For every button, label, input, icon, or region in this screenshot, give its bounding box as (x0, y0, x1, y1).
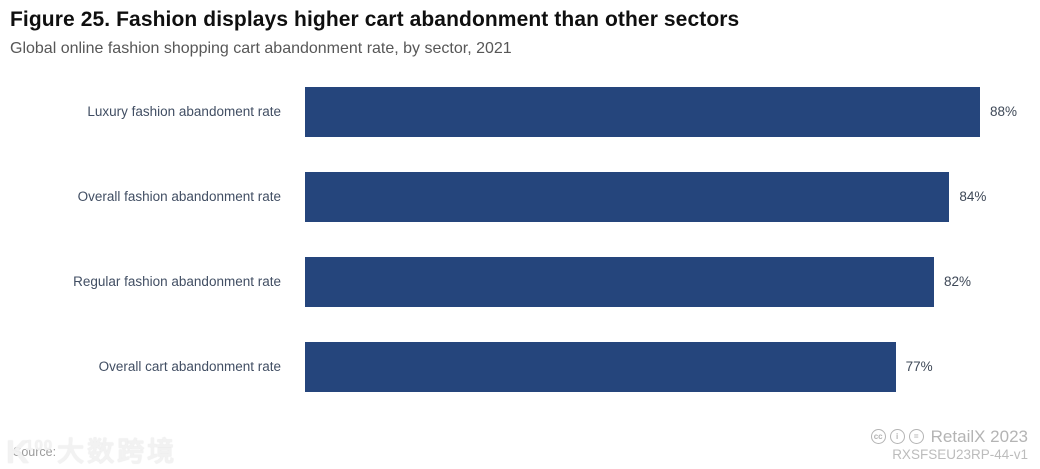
license-line: cc i = RetailX 2023 (870, 427, 1028, 446)
source-label: Source: (13, 445, 57, 459)
chart-header: Figure 25. Fashion displays higher cart … (10, 5, 1030, 60)
bar-row: Luxury fashion abandoment rate 88% (0, 69, 1040, 154)
chart-title: Figure 25. Fashion displays higher cart … (10, 8, 740, 31)
cc-icon: cc (870, 429, 886, 444)
cc-by-icon: i (889, 429, 905, 444)
category-label: Overall fashion abandonment rate (77, 189, 281, 204)
category-label: Regular fashion abandonment rate (73, 274, 281, 289)
value-label: 82% (943, 274, 971, 289)
bar (305, 171, 950, 222)
bar (305, 86, 980, 137)
attribution-text: RetailX 2023 (930, 427, 1028, 446)
bar-chart: Luxury fashion abandoment rate 88% Overa… (0, 69, 1040, 409)
value-label: 88% (990, 104, 1018, 119)
watermark-cn-text: 大数跨境 (57, 437, 178, 467)
bar (305, 341, 896, 392)
bar-track: 88% (305, 86, 1017, 137)
chart-subtitle: Global online fashion shopping cart aban… (10, 40, 512, 57)
bar (305, 256, 934, 307)
bar-row: Overall cart abandonment rate 77% (0, 324, 1040, 409)
bar-track: 84% (305, 171, 986, 222)
cc-nd-icon: = (908, 429, 924, 444)
bar-row: Overall fashion abandonment rate 84% (0, 154, 1040, 239)
bar-row: Regular fashion abandonment rate 82% (0, 239, 1040, 324)
category-label: Overall cart abandonment rate (98, 359, 281, 374)
value-label: 77% (905, 359, 933, 374)
bar-track: 82% (305, 256, 980, 307)
bar-track: 77% (305, 341, 980, 392)
category-label: Luxury fashion abandoment rate (87, 104, 281, 119)
value-label: 84% (959, 189, 987, 204)
attribution-block: cc i = RetailX 2023 RXSFSEU23RP-44-v1 (870, 427, 1028, 463)
document-code: RXSFSEU23RP-44-v1 (892, 447, 1028, 462)
